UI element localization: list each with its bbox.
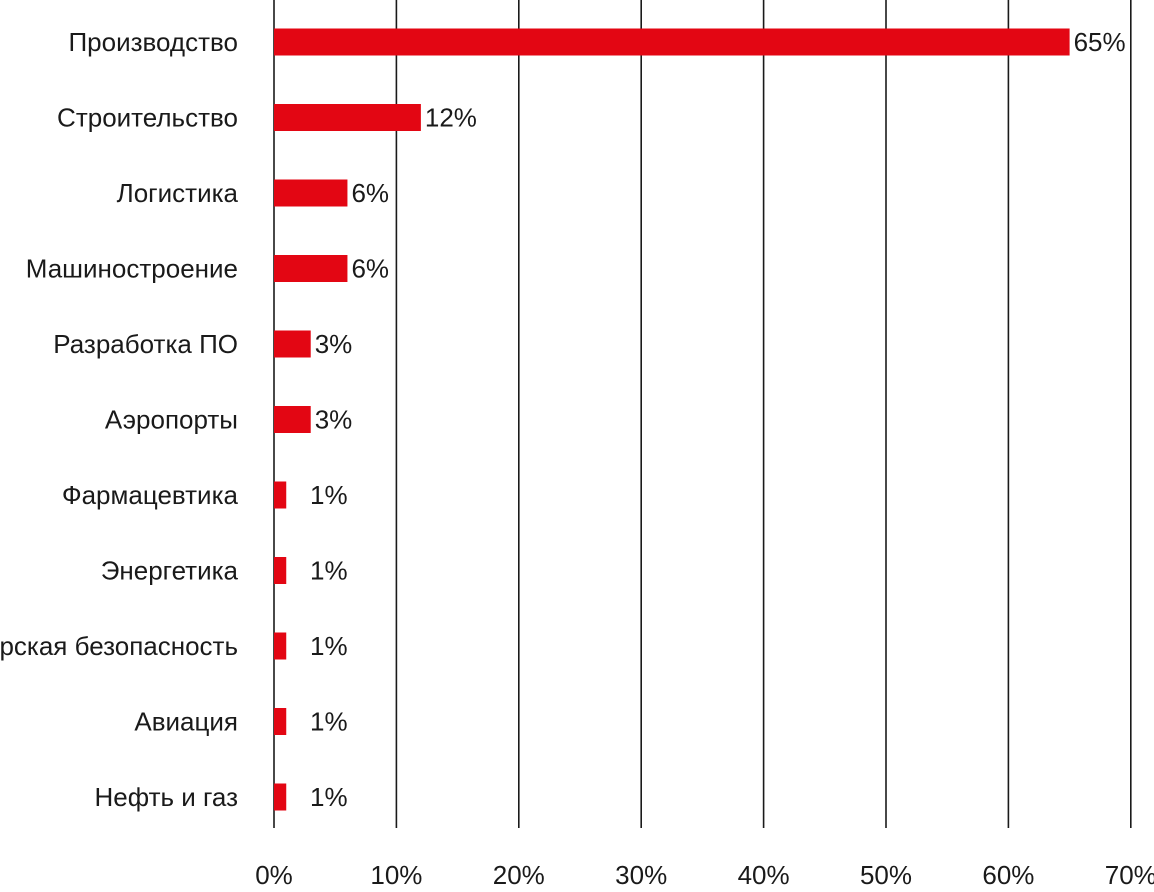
category-label: Авиация: [134, 707, 238, 737]
category-label: Морская безопасность: [0, 631, 238, 661]
value-label: 1%: [310, 782, 348, 812]
bar: [274, 330, 311, 358]
value-label: 65%: [1074, 27, 1126, 57]
x-tick-label: 40%: [738, 860, 790, 890]
bar: [274, 708, 287, 735]
bar: [274, 406, 311, 433]
category-label: Логистика: [117, 178, 239, 208]
x-tick-label: 60%: [982, 860, 1034, 890]
value-label: 1%: [310, 556, 348, 586]
bar: [274, 783, 287, 811]
value-label: 1%: [310, 631, 348, 661]
x-tick-labels: 0% 10% 20% 30% 40% 50% 60% 70%: [255, 860, 1154, 890]
value-label: 3%: [315, 329, 353, 359]
bar: [274, 557, 287, 584]
category-label: Производство: [68, 27, 238, 57]
bar: [274, 179, 348, 207]
x-tick-label: 0%: [255, 860, 293, 890]
category-label: Аэропорты: [105, 405, 238, 435]
value-label: 6%: [351, 254, 389, 284]
value-label: 3%: [315, 405, 353, 435]
category-label: Строительство: [57, 103, 238, 133]
value-labels: 65% 12% 6% 6% 3% 3% 1% 1% 1% 1% 1%: [310, 27, 1126, 812]
category-label: Нефть и газ: [95, 782, 238, 812]
bar: [274, 481, 287, 509]
value-label: 1%: [310, 707, 348, 737]
category-label: Энергетика: [101, 556, 239, 586]
x-tick-label: 70%: [1105, 860, 1154, 890]
value-label: 12%: [425, 103, 477, 133]
x-tick-label: 20%: [493, 860, 545, 890]
x-tick-label: 10%: [370, 860, 422, 890]
bar: [274, 28, 1070, 56]
category-label: Машиностроение: [26, 254, 238, 284]
x-tick-label: 30%: [615, 860, 667, 890]
grid-lines: [273, 0, 1132, 828]
category-label: Фармацевтика: [62, 480, 239, 510]
bar: [274, 632, 287, 660]
value-label: 1%: [310, 480, 348, 510]
bar: [274, 255, 348, 282]
bars: [274, 28, 1070, 811]
category-labels: Производство Строительство Логистика Машино…: [0, 27, 239, 812]
category-label: Разработка ПО: [53, 329, 238, 359]
bar: [274, 104, 421, 131]
x-tick-label: 50%: [860, 860, 912, 890]
value-label: 6%: [351, 178, 389, 208]
